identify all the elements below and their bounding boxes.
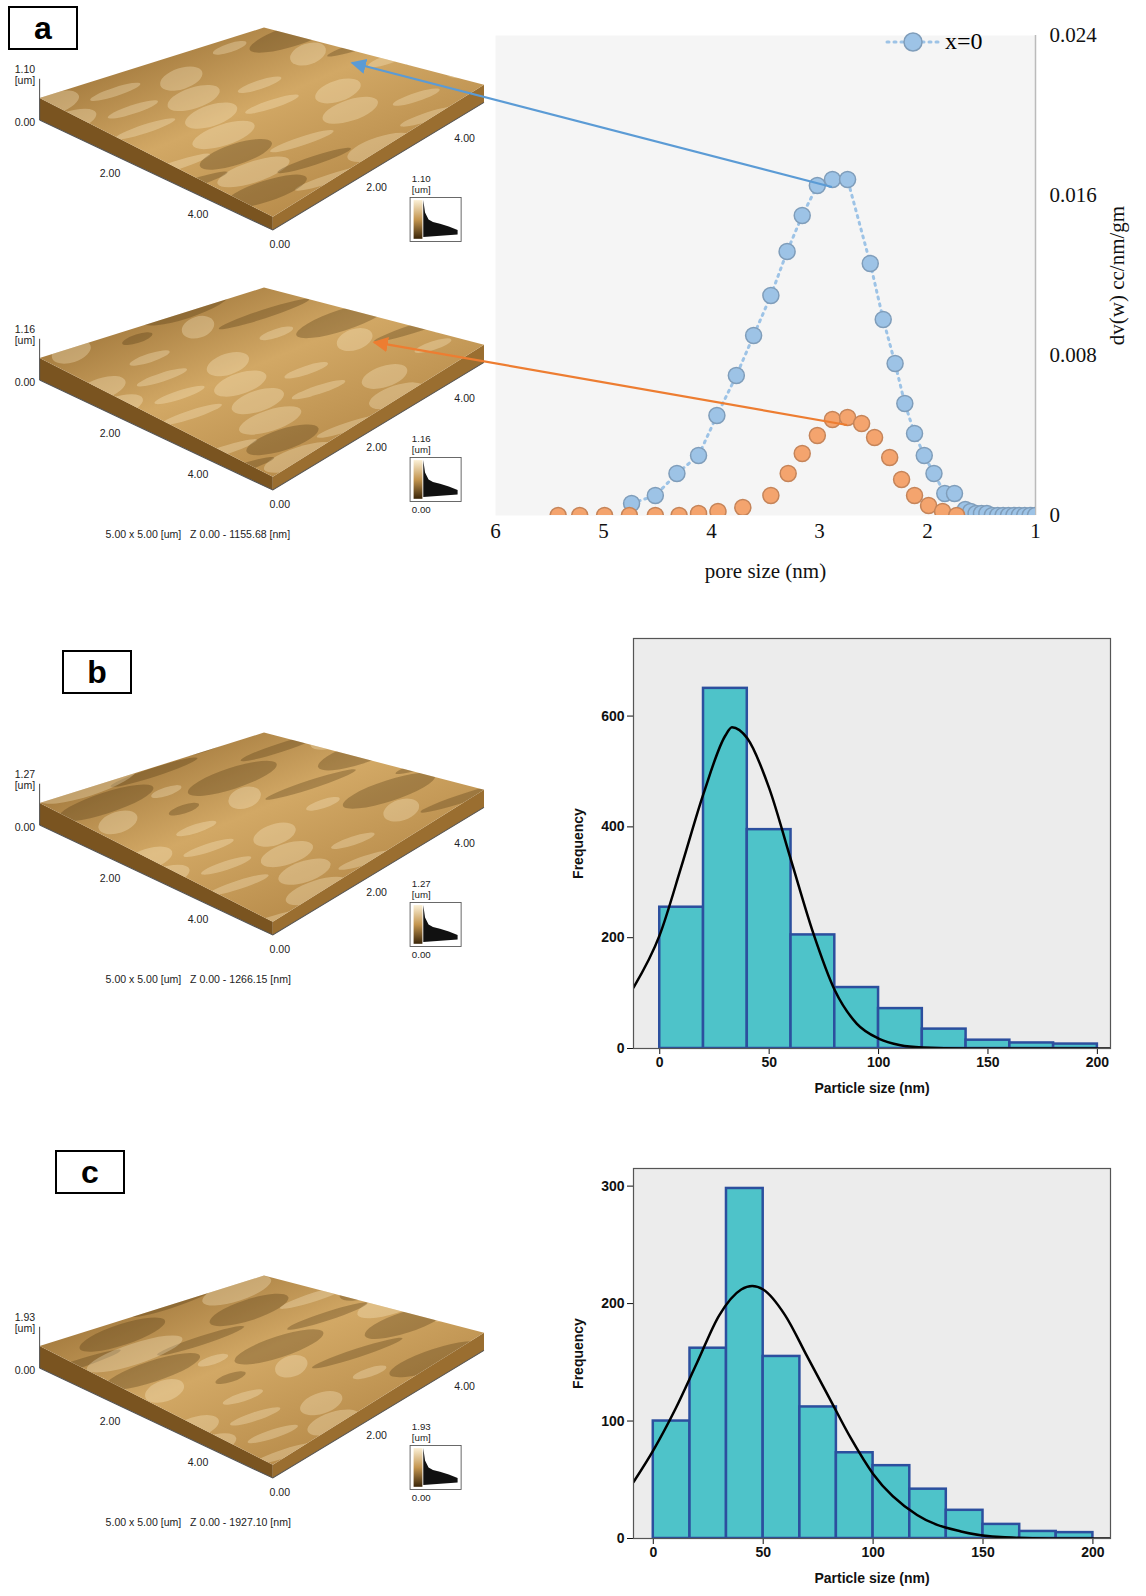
svg-text:0.016: 0.016 xyxy=(1050,183,1097,207)
svg-text:1.27: 1.27 xyxy=(412,878,431,889)
svg-text:0.00: 0.00 xyxy=(15,821,36,833)
svg-text:4.00: 4.00 xyxy=(454,132,475,144)
svg-text:[um]: [um] xyxy=(412,889,431,900)
svg-text:1.93: 1.93 xyxy=(412,1421,431,1432)
svg-text:[um]: [um] xyxy=(412,444,431,455)
svg-text:0.00: 0.00 xyxy=(15,1364,36,1376)
svg-text:[um]: [um] xyxy=(412,1432,431,1443)
svg-text:6: 6 xyxy=(490,519,501,543)
svg-text:100: 100 xyxy=(861,1544,885,1560)
svg-text:2.00: 2.00 xyxy=(366,1429,387,1441)
svg-text:5.00 x 5.00 [um] Z 0.00 - 12: 5.00 x 5.00 [um] Z 0.00 - 1266.15 [nm] xyxy=(106,973,291,985)
svg-text:2: 2 xyxy=(922,519,933,543)
svg-text:2.00: 2.00 xyxy=(366,886,387,898)
svg-text:100: 100 xyxy=(601,1413,625,1429)
html-text:a: a xyxy=(34,10,52,46)
svg-text:100: 100 xyxy=(867,1054,891,1070)
svg-text:1: 1 xyxy=(1030,519,1041,543)
svg-text:1.16: 1.16 xyxy=(412,433,431,444)
svg-text:4.00: 4.00 xyxy=(454,837,475,849)
svg-text:4.00: 4.00 xyxy=(188,208,209,220)
svg-text:Particle size (nm): Particle size (nm) xyxy=(814,1080,929,1096)
svg-text:1.27: 1.27 xyxy=(14,768,36,781)
svg-text:4.00: 4.00 xyxy=(188,913,209,925)
svg-text:4.00: 4.00 xyxy=(188,468,209,480)
svg-text:200: 200 xyxy=(601,1295,625,1311)
svg-text:2.00: 2.00 xyxy=(100,427,121,439)
svg-text:[um]: [um] xyxy=(15,1322,36,1334)
svg-text:200: 200 xyxy=(601,929,625,945)
svg-text:4.00: 4.00 xyxy=(454,392,475,404)
svg-text:[um]: [um] xyxy=(412,184,431,195)
svg-text:200: 200 xyxy=(1081,1544,1105,1560)
svg-text:0.00: 0.00 xyxy=(270,1486,291,1498)
svg-text:0.008: 0.008 xyxy=(1050,343,1097,367)
svg-text:5: 5 xyxy=(598,519,609,543)
svg-text:150: 150 xyxy=(976,1054,1000,1070)
svg-text:0: 0 xyxy=(617,1040,625,1056)
svg-text:0.00: 0.00 xyxy=(15,116,36,128)
svg-text:Frequency: Frequency xyxy=(570,1318,586,1389)
svg-text:0.00: 0.00 xyxy=(270,238,291,250)
svg-text:0.00: 0.00 xyxy=(270,943,291,955)
svg-text:2.00: 2.00 xyxy=(100,167,121,179)
svg-text:0.00: 0.00 xyxy=(270,498,291,510)
svg-text:5.00 x 5.00 [um] Z 0.00 - 19: 5.00 x 5.00 [um] Z 0.00 - 1927.10 [nm] xyxy=(106,1516,291,1528)
svg-text:0: 0 xyxy=(649,1544,657,1560)
svg-text:1.10: 1.10 xyxy=(14,63,36,76)
svg-text:[um]: [um] xyxy=(15,779,36,791)
svg-text:1.10: 1.10 xyxy=(412,173,431,184)
svg-text:600: 600 xyxy=(601,708,625,724)
svg-text:Frequency: Frequency xyxy=(570,808,586,879)
svg-text:2.00: 2.00 xyxy=(100,1415,121,1427)
svg-text:dv(w) cc/nm/gm: dv(w) cc/nm/gm xyxy=(1105,206,1129,345)
svg-text:1.93: 1.93 xyxy=(14,1311,36,1324)
svg-text:200: 200 xyxy=(1086,1054,1110,1070)
svg-text:5.00 x 5.00 [um] Z 0.00 - 11: 5.00 x 5.00 [um] Z 0.00 - 1155.68 [nm] xyxy=(106,528,291,540)
svg-text:2.00: 2.00 xyxy=(366,441,387,453)
svg-text:3: 3 xyxy=(814,519,825,543)
svg-text:4.00: 4.00 xyxy=(188,1456,209,1468)
svg-text:pore size (nm): pore size (nm) xyxy=(705,559,826,583)
svg-text:50: 50 xyxy=(761,1054,777,1070)
svg-text:0.024: 0.024 xyxy=(1050,23,1098,47)
svg-text:300: 300 xyxy=(601,1178,625,1194)
svg-text:2.00: 2.00 xyxy=(100,872,121,884)
svg-text:0: 0 xyxy=(617,1530,625,1546)
svg-text:4: 4 xyxy=(706,519,717,543)
svg-text:1.16: 1.16 xyxy=(14,323,36,336)
html-text:c: c xyxy=(81,1154,99,1190)
svg-text:0.00: 0.00 xyxy=(412,1492,431,1503)
svg-text:400: 400 xyxy=(601,818,625,834)
svg-text:50: 50 xyxy=(755,1544,771,1560)
svg-text:Particle size (nm): Particle size (nm) xyxy=(814,1570,929,1586)
svg-text:0.00: 0.00 xyxy=(412,949,431,960)
svg-text:[um]: [um] xyxy=(15,334,36,346)
svg-text:2.00: 2.00 xyxy=(366,181,387,193)
svg-text:0.00: 0.00 xyxy=(15,376,36,388)
html-text:b: b xyxy=(87,654,107,690)
svg-text:4.00: 4.00 xyxy=(454,1380,475,1392)
svg-text:[um]: [um] xyxy=(15,74,36,86)
html-text:x=0: x=0 xyxy=(945,28,983,54)
svg-text:0.00: 0.00 xyxy=(412,504,431,515)
svg-text:150: 150 xyxy=(971,1544,995,1560)
svg-text:0: 0 xyxy=(1050,503,1061,527)
svg-text:0: 0 xyxy=(656,1054,664,1070)
